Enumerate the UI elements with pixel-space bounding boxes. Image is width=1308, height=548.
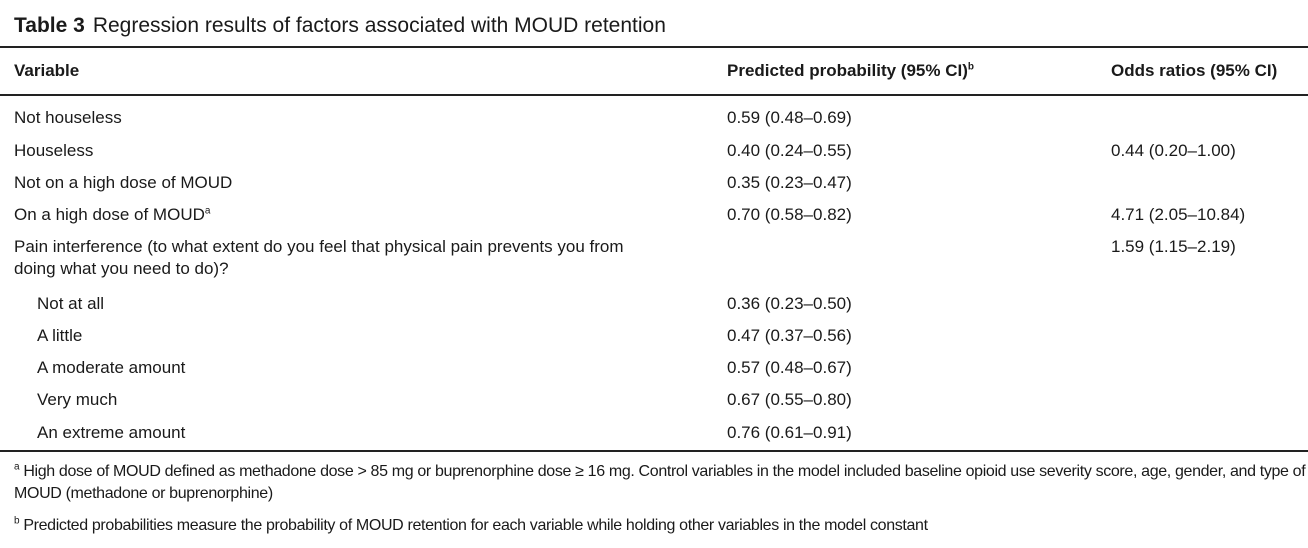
footnote-a: a High dose of MOUD defined as methadone… [14,461,1306,502]
row-variable: An extreme amount [37,423,186,442]
row-variable: Not houseless [14,108,122,127]
header-rule [0,94,1308,96]
top-rule [0,46,1308,48]
header-predicted: Predicted probability (95% CI)b [727,61,974,80]
row-predicted: 0.70 (0.58–0.82) [727,205,852,224]
row-odds: 0.44 (0.20–1.00) [1111,141,1236,160]
row-variable: Not at all [37,294,105,313]
row-predicted: 0.76 (0.61–0.91) [727,423,852,442]
row-variable: Houseless [14,141,94,160]
table-title: Regression results of factors associated… [92,14,666,37]
row-predicted: 0.57 (0.48–0.67) [727,358,852,377]
bottom-rule [0,450,1308,452]
row-variable: Not on a high dose of MOUD [14,173,233,192]
table-caption: Table 3 Regression results of factors ass… [14,14,666,38]
row-variable: A moderate amount [37,358,186,377]
header-variable: Variable [14,61,80,80]
row-predicted: 0.47 (0.37–0.56) [727,326,852,345]
row-variable-cont: doing what you need to do)? [14,259,229,278]
row-variable: A little [37,326,83,345]
row-variable: On a high dose of MOUDa [14,205,211,224]
row-predicted: 0.36 (0.23–0.50) [727,294,852,313]
row-predicted: 0.59 (0.48–0.69) [727,108,852,127]
footnote-b: b Predicted probabilities measure the pr… [14,515,928,534]
table-label: Table 3 [14,14,85,37]
header-odds: Odds ratios (95% CI) [1111,61,1278,80]
row-predicted: 0.67 (0.55–0.80) [727,390,852,409]
row-odds: 1.59 (1.15–2.19) [1111,237,1236,256]
row-variable: Pain interference (to what extent do you… [14,237,624,256]
row-predicted: 0.35 (0.23–0.47) [727,173,852,192]
row-odds: 4.71 (2.05–10.84) [1111,205,1246,224]
row-variable: Very much [37,390,118,409]
row-predicted: 0.40 (0.24–0.55) [727,141,852,160]
